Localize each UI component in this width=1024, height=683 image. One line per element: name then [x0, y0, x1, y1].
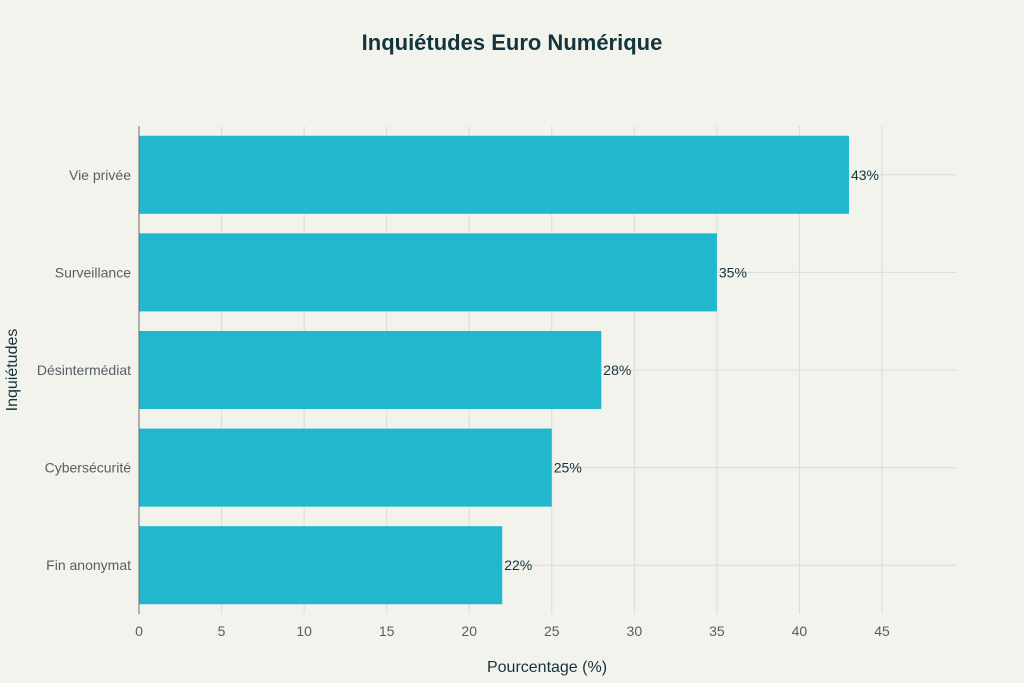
data-label: 43%: [851, 167, 879, 183]
bar: [139, 330, 602, 410]
y-axis-title: Inquiétudes: [4, 329, 21, 412]
bar: [139, 135, 849, 214]
y-tick-label: Surveillance: [55, 264, 131, 280]
y-tick-label: Fin anonymat: [46, 557, 131, 573]
x-tick-label: 5: [218, 623, 226, 639]
x-tick-label: 30: [627, 623, 643, 639]
x-tick-label: 15: [379, 623, 395, 639]
x-tick-label: 40: [792, 623, 808, 639]
bar: [139, 526, 503, 605]
x-tick-label: 10: [296, 623, 312, 639]
x-axis-title: Pourcentage (%): [487, 659, 607, 676]
data-label: 25%: [554, 460, 582, 476]
bars: [138, 126, 849, 614]
chart-title: Inquiétudes Euro Numérique: [362, 30, 663, 55]
y-tick-label: Cybersécurité: [45, 460, 132, 476]
x-tick-label: 25: [544, 623, 560, 639]
labels: 0 5 10 15 20 25 30 35 40 45 Vie privée Surveillance…: [37, 167, 890, 639]
x-tick-label: 20: [461, 623, 477, 639]
data-label: 35%: [719, 264, 747, 280]
y-tick-label: Vie privée: [69, 167, 131, 183]
x-tick-label: 45: [874, 623, 890, 639]
y-tick-label: Désintermédiat: [37, 362, 131, 378]
data-label: 28%: [603, 362, 631, 378]
bar: [139, 233, 717, 312]
x-tick-label: 0: [135, 623, 143, 639]
data-label: 22%: [504, 557, 532, 573]
x-tick-label: 35: [709, 623, 725, 639]
bar: [139, 428, 552, 507]
